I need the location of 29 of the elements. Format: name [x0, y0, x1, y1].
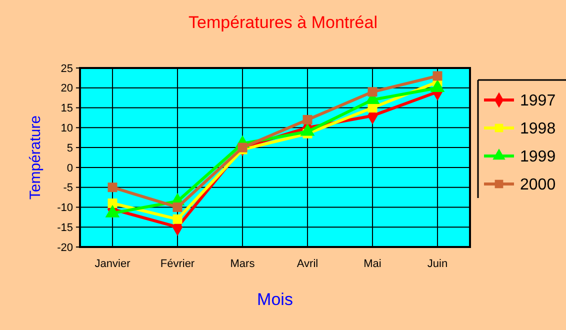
y-tick-label: 5: [66, 142, 73, 154]
x-tick-label: Janvier: [94, 258, 131, 270]
y-tick-label: -5: [63, 182, 73, 194]
point: [108, 182, 118, 192]
point: [302, 114, 312, 124]
chart-title: Températures à Montréal: [188, 13, 378, 32]
legend-label: 2000: [520, 176, 556, 194]
y-tick-label: 25: [60, 62, 73, 75]
point: [172, 202, 182, 212]
legend-label: 1999: [520, 148, 556, 166]
point: [432, 71, 442, 81]
y-tick-label: 10: [60, 122, 73, 135]
y-tick-label: -10: [57, 202, 73, 214]
y-tick-label: -20: [57, 242, 73, 254]
point: [172, 214, 182, 224]
y-tick-label: -15: [57, 222, 73, 234]
y-axis-title: Température: [27, 115, 44, 200]
x-tick-label: Mai: [364, 258, 382, 270]
y-tick-label: 20: [60, 82, 73, 95]
x-tick-label: Juin: [427, 258, 448, 270]
y-tick-label: 0: [66, 162, 73, 174]
point: [368, 87, 378, 97]
legend-label: 1997: [520, 92, 556, 110]
y-tick-label: 15: [60, 102, 73, 115]
x-tick-label: Mars: [230, 258, 256, 270]
x-tick-label: Février: [160, 258, 195, 270]
x-axis-title: Mois: [257, 290, 293, 309]
x-tick-label: Avril: [296, 258, 318, 270]
legend-label: 1998: [520, 120, 556, 138]
